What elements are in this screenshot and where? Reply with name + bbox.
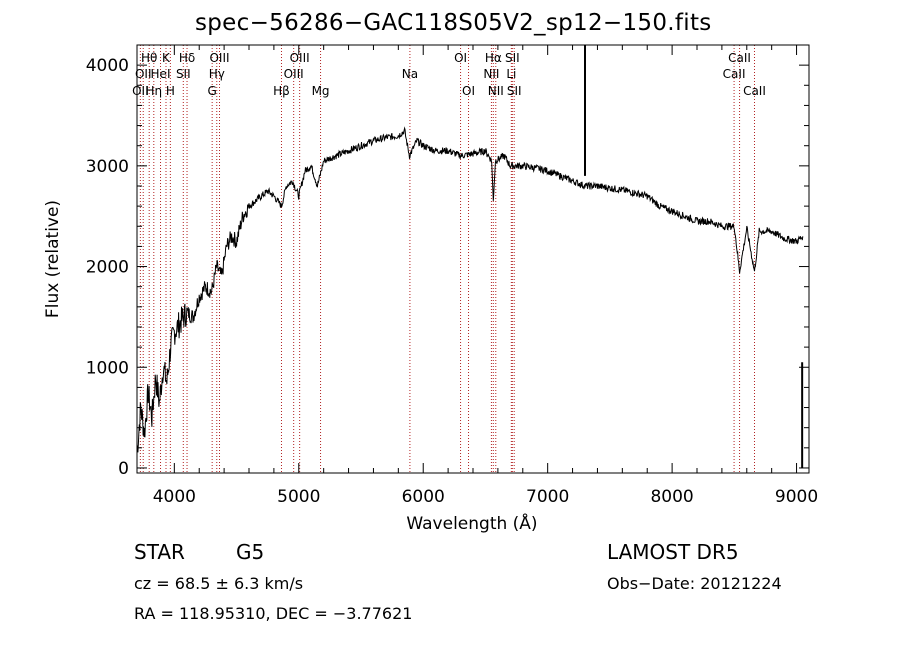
y-tick-label-3: 3000 [86,157,129,177]
line-label-0: OII [132,84,149,98]
x-tick-label-4: 8000 [650,487,693,507]
line-label-6: H [166,84,175,98]
observation-date: Obs−Date: 20121224 [607,574,782,593]
object-class: STAR [134,540,185,564]
x-axis: 4000 5000 6000 7000 8000 9000 [153,45,818,507]
line-label-11: OIII [209,51,229,65]
redshift-velocity: cz = 68.5 ± 6.3 km/s [134,574,304,593]
line-label-24: SII [507,84,522,98]
y-axis-label: Flux (relative) [43,200,63,318]
line-label-14: OIII [290,51,310,65]
line-label-18: OI [462,84,475,98]
line-label-19: NII [483,67,499,81]
spectrum-series-line [136,126,804,454]
line-label-7: SII [176,67,191,81]
spectral-line-labels: OIIOIIHθHηHeIKHSIIHδGHγOIIIHβOIIIOIIIMgN… [132,51,766,98]
line-label-1: OII [135,67,152,81]
y-tick-label-1: 1000 [86,358,129,378]
line-label-13: OIII [284,67,304,81]
x-axis-label: Wavelength (Å) [406,512,537,534]
line-label-4: HeI [151,67,171,81]
x-tick-label-0: 4000 [153,487,196,507]
sky-coordinates: RA = 118.95310, DEC = −3.77621 [134,604,413,623]
y-tick-label-4: 4000 [86,56,129,76]
line-label-21: NII [488,84,504,98]
spectrum-spikes [584,45,804,468]
line-label-20: Hα [485,51,502,65]
line-label-5: K [162,51,171,65]
spectral-line-markers [139,45,755,473]
line-label-9: G [208,84,217,98]
line-label-2: Hθ [141,51,157,65]
line-label-23: SII [505,51,520,65]
line-label-17: OI [454,51,467,65]
x-tick-label-3: 7000 [526,487,569,507]
y-axis: 0 1000 2000 3000 4000 [86,44,809,479]
line-label-12: Hβ [273,84,290,98]
chart-title: spec−56286−GAC118S05V2_sp12−150.fits [195,10,712,36]
x-tick-label-1: 5000 [277,487,320,507]
object-subclass: G5 [236,540,265,564]
line-label-16: Na [402,67,418,81]
line-label-8: Hδ [179,51,195,65]
line-label-10: Hγ [209,67,225,81]
x-tick-label-2: 6000 [402,487,445,507]
line-label-25: CaII [723,67,746,81]
survey-name: LAMOST DR5 [607,540,739,564]
y-tick-label-0: 0 [118,459,129,479]
line-label-15: Mg [312,84,330,98]
x-tick-label-5: 9000 [775,487,818,507]
line-label-27: CaII [743,84,766,98]
y-tick-label-2: 2000 [86,258,129,278]
line-label-26: CaII [728,51,751,65]
plot-frame [136,44,810,474]
line-label-3: Hη [145,84,162,98]
line-label-22: Li [506,67,516,81]
